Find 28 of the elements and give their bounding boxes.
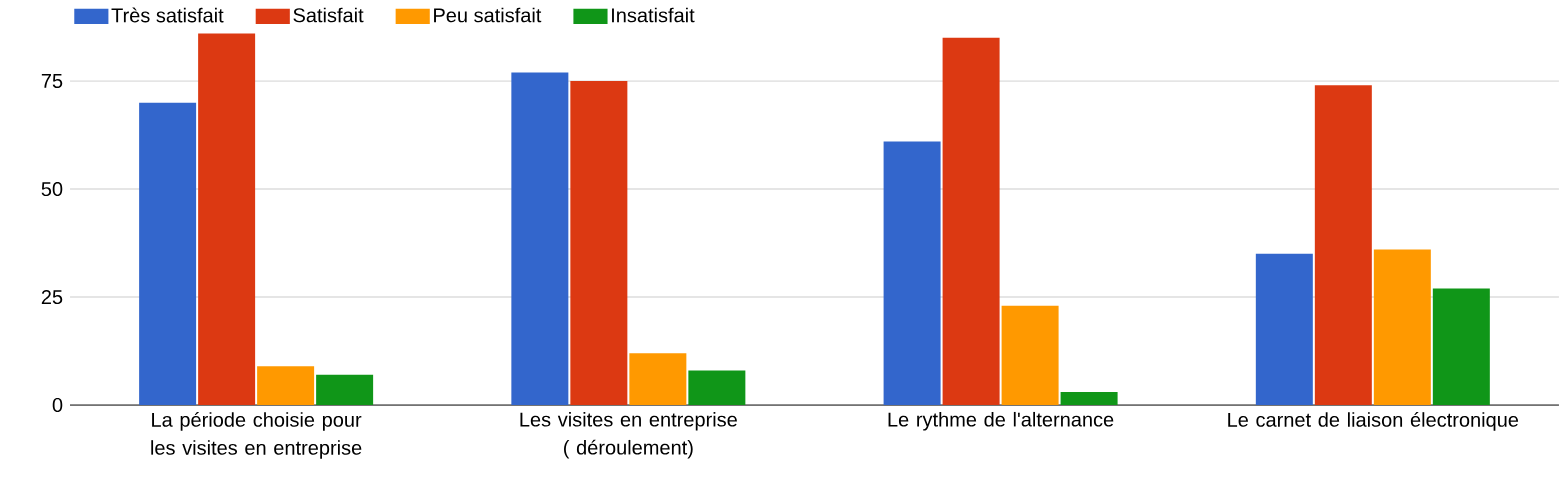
x-tick-label: Les visites en entreprise ( déroulement) — [520, 411, 737, 459]
bar — [1255, 253, 1313, 405]
legend-label: Satisfait — [293, 7, 364, 23]
bar — [316, 374, 374, 405]
bar — [883, 141, 941, 405]
x-tick-label: Le carnet de liaison électronique — [1228, 411, 1519, 431]
y-tick-label: 75 — [41, 74, 63, 89]
legend-label: Insatisfait — [612, 7, 695, 23]
bar — [942, 37, 1000, 405]
y-tick-label: 50 — [41, 181, 63, 197]
bar — [1373, 249, 1431, 405]
bar — [1060, 392, 1118, 405]
bar — [1001, 305, 1059, 405]
x-tick-label: Le rythme de l'alternance — [888, 411, 1114, 431]
bar — [511, 72, 569, 405]
legend-label: Peu satisfait — [434, 7, 542, 23]
bar — [139, 102, 197, 405]
bar — [570, 81, 628, 405]
legend-label: Très satisfait — [111, 7, 224, 23]
bar — [257, 366, 315, 405]
x-tick-label: La période choisie pour les visites en entreprise — [151, 411, 362, 459]
bar — [688, 370, 746, 405]
y-tick-label: 0 — [52, 397, 63, 413]
bar — [1432, 288, 1490, 405]
bar — [1314, 85, 1372, 405]
bar — [629, 353, 687, 405]
bar — [198, 33, 256, 405]
y-tick-label: 25 — [41, 289, 63, 305]
